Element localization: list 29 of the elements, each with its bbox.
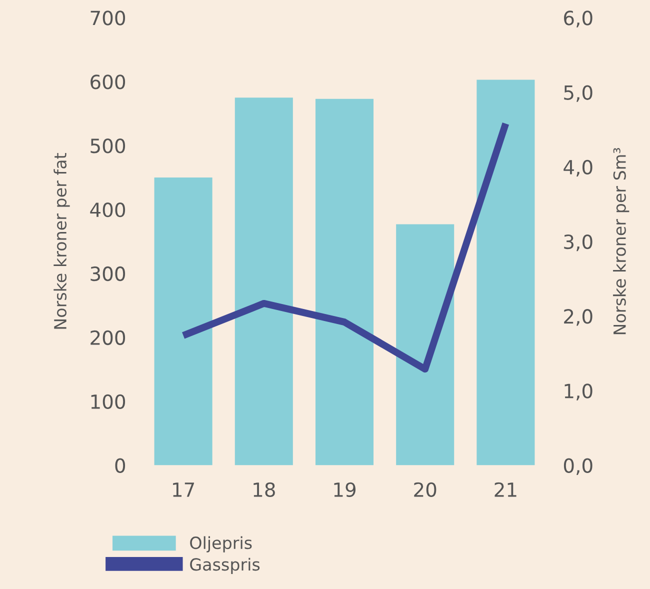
- x-tick-label: 17: [173, 482, 194, 497]
- y-tick-label: 500: [90, 138, 126, 154]
- bar: [476, 80, 535, 466]
- y-tick-label: 300: [90, 266, 126, 282]
- y2-tick-label: 6,0: [564, 10, 592, 28]
- bar: [154, 178, 212, 466]
- y-tick-label: 200: [90, 330, 126, 346]
- x-tick-label: 19: [334, 482, 356, 498]
- y2-tick-label: 2,0: [564, 309, 592, 326]
- x-tick-label: 18: [254, 482, 275, 498]
- y2-tick-label: 0,0: [564, 458, 592, 475]
- legend-label: Oljepris: [190, 536, 252, 552]
- y-tick-label: 400: [90, 202, 126, 218]
- y2-axis-title: Norske kroner per Sm³: [613, 148, 630, 334]
- legend-label: Gasspris: [190, 558, 260, 574]
- y-tick-label: 700: [90, 10, 126, 26]
- y-tick-label: 0: [115, 458, 126, 473]
- y-tick-label: 600: [90, 74, 126, 90]
- x-tick-label: 21: [494, 482, 516, 497]
- y2-tick-label: 1,0: [564, 384, 592, 400]
- bar: [315, 98, 374, 466]
- y-tick-label: 100: [91, 394, 126, 410]
- bar: [234, 98, 293, 466]
- x-tick-label: 20: [414, 482, 436, 498]
- y2-tick-label: 4,0: [564, 160, 592, 177]
- bar: [396, 224, 454, 466]
- y2-tick-label: 3,0: [564, 234, 592, 252]
- y-axis-title: Norske kroner per fat: [54, 153, 70, 329]
- y2-tick-label: 5,0: [564, 85, 592, 102]
